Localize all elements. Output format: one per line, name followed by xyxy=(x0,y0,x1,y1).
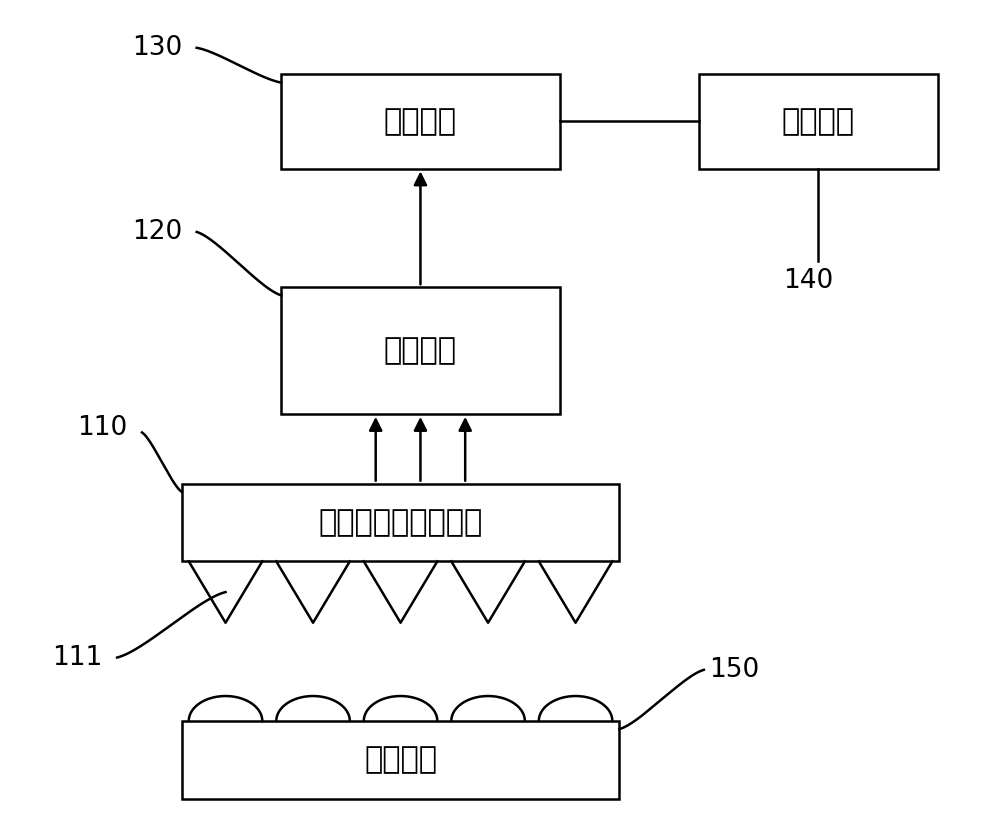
Text: 120: 120 xyxy=(132,219,182,245)
Bar xyxy=(281,288,560,414)
Text: 111: 111 xyxy=(53,644,103,671)
Text: 150: 150 xyxy=(709,657,759,683)
Bar xyxy=(182,721,619,798)
Text: 摄像装置: 摄像装置 xyxy=(384,107,457,136)
Text: 130: 130 xyxy=(132,35,182,61)
Text: 待测样品: 待测样品 xyxy=(364,746,437,775)
Bar xyxy=(281,74,560,169)
Text: 140: 140 xyxy=(783,268,834,294)
Text: 聚合物弹性探针阵列: 聚合物弹性探针阵列 xyxy=(318,508,483,537)
Bar xyxy=(182,484,619,561)
Text: 光学透镜: 光学透镜 xyxy=(384,336,457,365)
Bar xyxy=(699,74,938,169)
Text: 处理装置: 处理装置 xyxy=(782,107,855,136)
Text: 110: 110 xyxy=(77,415,128,442)
